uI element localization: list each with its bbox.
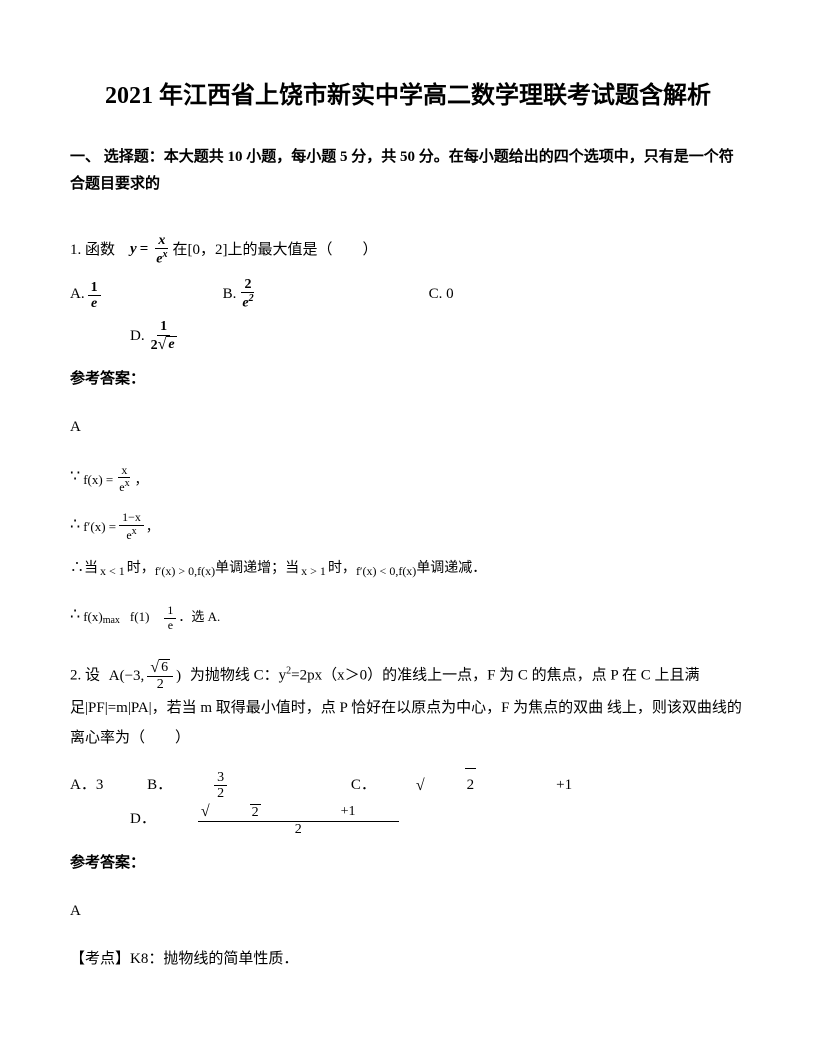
q1-prefix: 1. 函数 <box>70 234 115 267</box>
q1-optB-label: B. <box>223 278 237 311</box>
q2-optB: B． 3 2 <box>147 769 307 802</box>
q1-sol-line1: ∵ f(x) = x ex ， <box>70 459 746 494</box>
q1-sol-line3: ∴当 x < 1 时， f′(x) > 0,f(x) 单调递增；当 x > 1 … <box>70 554 746 585</box>
q2-kaodian: 【考点】K8：抛物线的简单性质． <box>70 943 746 976</box>
q1-sol-line4: ∴ f(x) max f(1) 1 e ．选 A. <box>70 597 746 632</box>
q1-var-y: y <box>130 233 137 266</box>
q1-stem: 1. 函数 y = x ex 在[0，2]上的最大值是（ ） <box>70 233 746 267</box>
q2-optC: C． √2+1 <box>351 768 612 803</box>
q1-answer-label: 参考答案： <box>70 363 746 396</box>
question-1: 1. 函数 y = x ex 在[0，2]上的最大值是（ ） A. 1 e B.… <box>70 233 746 632</box>
q1-fraction: x ex <box>153 233 170 267</box>
q1-optD-frac: 1 2√e <box>148 319 180 353</box>
q2-optD: D． √2+1 2 <box>130 803 479 837</box>
q1-optA-frac: 1 e <box>88 280 101 312</box>
q2-options: A．3 B． 3 2 C． √2+1 D． √2+1 2 <box>70 768 746 837</box>
q2-stem: 2. 设 A(−3, √6 2 ) 为抛物线 C：y2=2px（x＞0）的准线上… <box>70 659 746 753</box>
section-header: 一、 选择题：本大题共 10 小题，每小题 5 分，共 50 分。在每小题给出的… <box>70 144 746 198</box>
q1-optC: C. 0 <box>429 278 454 311</box>
q2-answer-label: 参考答案： <box>70 847 746 880</box>
q2-answer: A <box>70 895 746 928</box>
q1-optD-label: D. <box>130 320 145 353</box>
q1-eq: = <box>140 233 149 266</box>
q1-suffix: 在[0，2]上的最大值是（ ） <box>172 234 377 267</box>
q1-optB-frac: 2 e2 <box>239 277 256 311</box>
q1-answer: A <box>70 411 746 444</box>
question-2: 2. 设 A(−3, √6 2 ) 为抛物线 C：y2=2px（x＞0）的准线上… <box>70 659 746 976</box>
q1-sol-line2: ∴ f′(x) = 1−x ex ， <box>70 507 746 542</box>
q1-optA-label: A. <box>70 278 85 311</box>
q2-optA: A．3 <box>70 769 103 802</box>
document-title: 2021 年江西省上饶市新实中学高二数学理联考试题含解析 <box>70 80 746 114</box>
